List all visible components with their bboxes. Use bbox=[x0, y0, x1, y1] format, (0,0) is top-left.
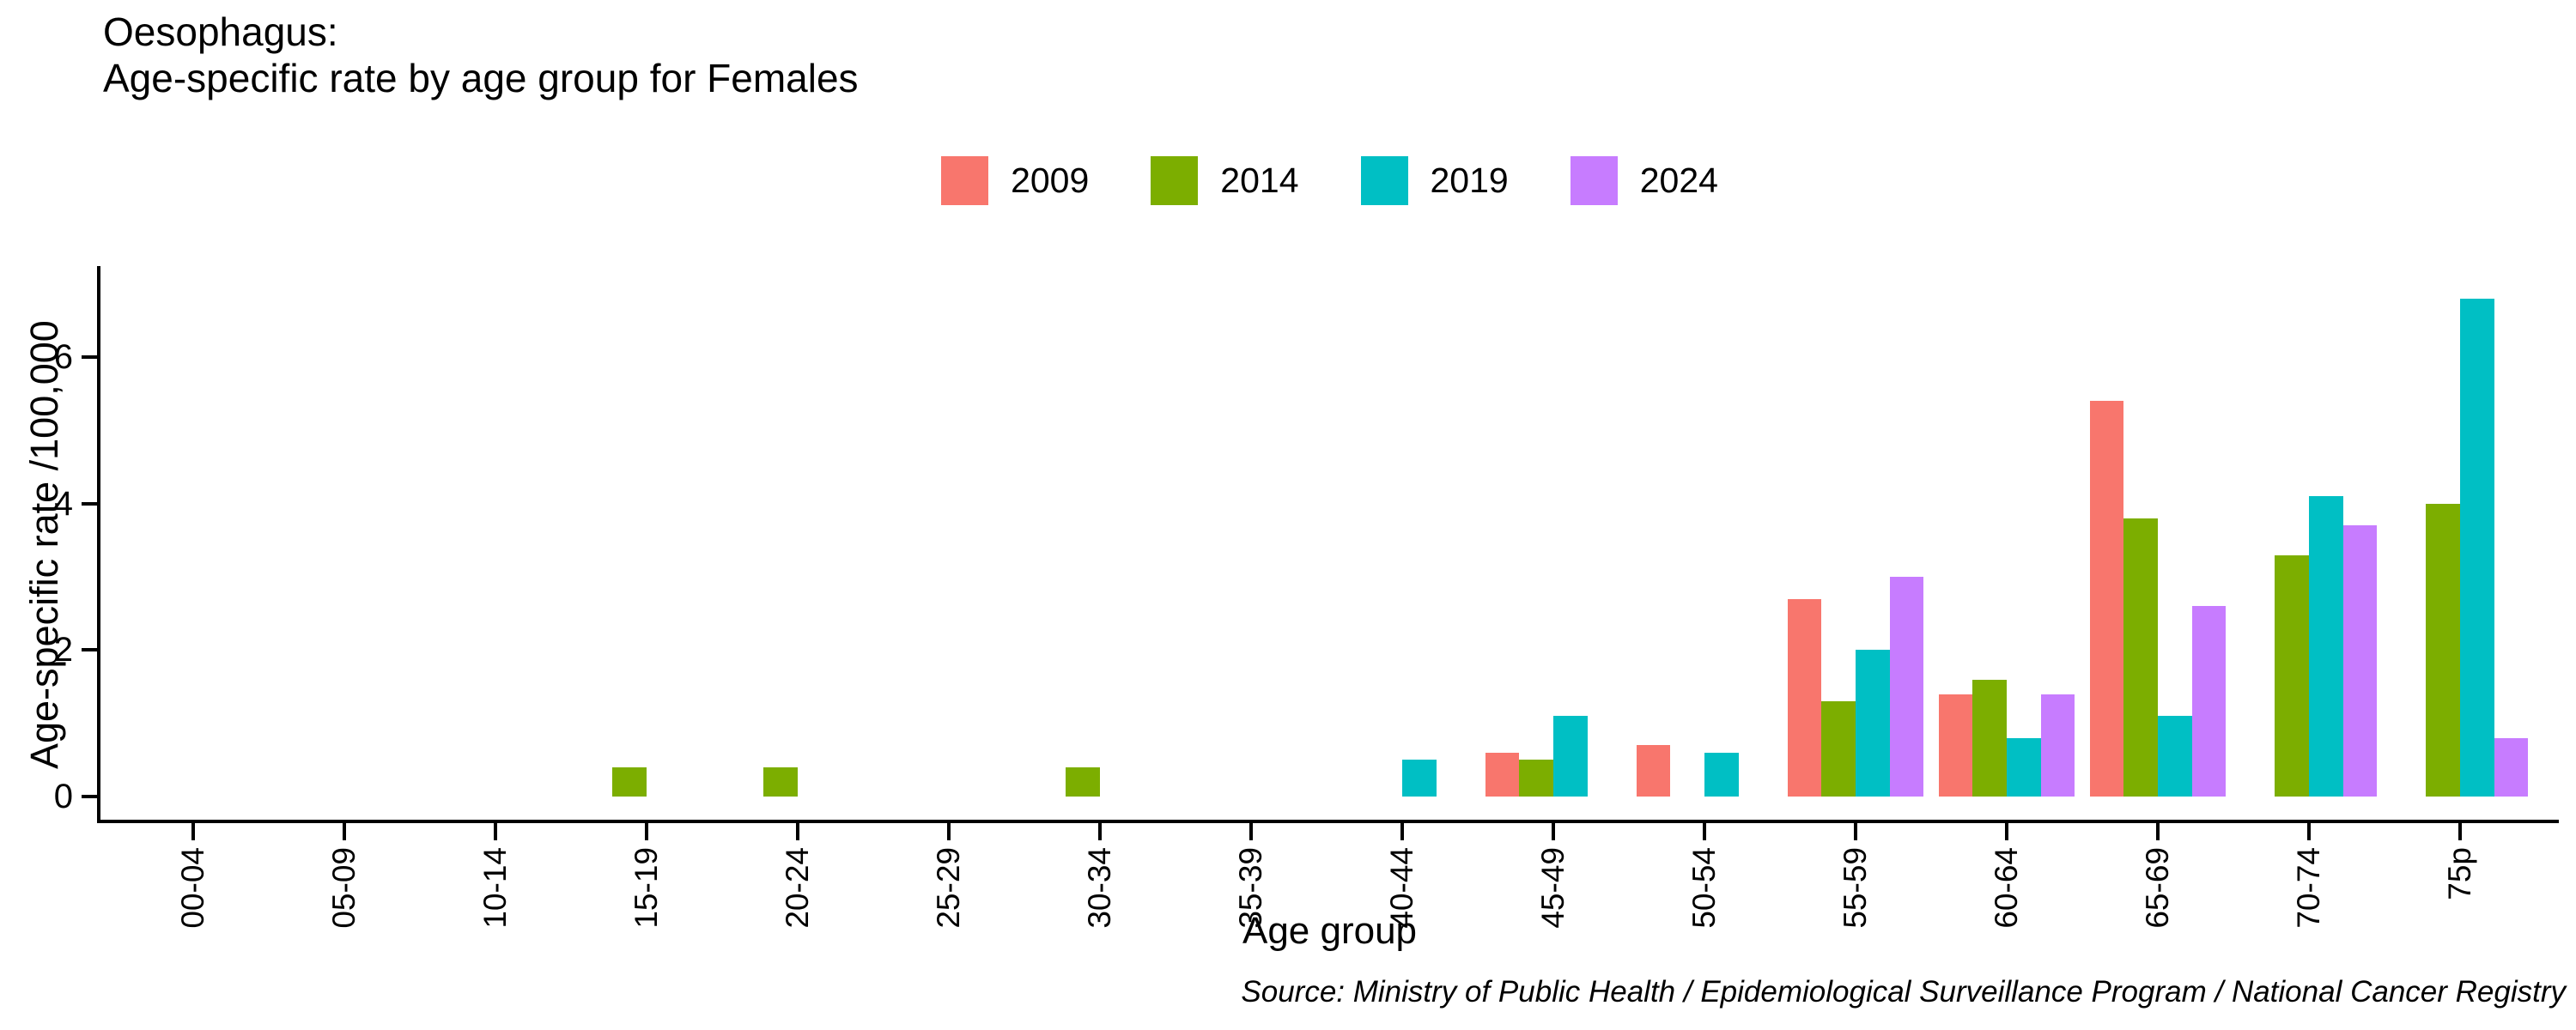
bar-2009-50-54 bbox=[1636, 745, 1671, 797]
x-tick bbox=[1854, 823, 1857, 840]
legend-label-2024: 2024 bbox=[1639, 161, 1718, 200]
bar-2024-60-64 bbox=[2040, 694, 2075, 797]
x-tick bbox=[1703, 823, 1706, 840]
legend-label-2009: 2009 bbox=[1011, 161, 1090, 200]
source-note: Source: Ministry of Public Health / Epid… bbox=[1241, 975, 2566, 1009]
chart-title: Oesophagus: Age-specific rate by age gro… bbox=[103, 9, 859, 101]
y-tick-label: 2 bbox=[53, 631, 73, 670]
bar-2009-60-64 bbox=[1938, 694, 1973, 797]
bar-2019-60-64 bbox=[2007, 737, 2041, 797]
bar-2019-45-49 bbox=[1553, 716, 1588, 797]
x-tick bbox=[1098, 823, 1102, 840]
x-tick bbox=[947, 823, 951, 840]
x-tick bbox=[796, 823, 799, 840]
y-tick bbox=[82, 501, 97, 506]
bar-2014-30-34 bbox=[1066, 766, 1100, 797]
y-tick-label: 6 bbox=[53, 338, 73, 377]
legend-item-2024: 2024 bbox=[1570, 156, 1718, 205]
legend-label-2014: 2014 bbox=[1220, 161, 1299, 200]
legend-swatch-2024 bbox=[1570, 156, 1618, 205]
legend-label-2019: 2019 bbox=[1430, 161, 1509, 200]
x-tick bbox=[343, 823, 346, 840]
bar-2024-70-74 bbox=[2342, 525, 2378, 797]
x-tick bbox=[2156, 823, 2160, 840]
bar-2014-55-59 bbox=[1821, 701, 1856, 797]
y-tick bbox=[82, 648, 97, 652]
bar-2014-75p bbox=[2426, 503, 2460, 797]
bar-2019-50-54 bbox=[1704, 752, 1739, 797]
bar-2019-75p bbox=[2460, 298, 2494, 797]
bar-2024-55-59 bbox=[1889, 577, 1924, 797]
x-tick bbox=[2458, 823, 2462, 840]
y-tick bbox=[82, 355, 97, 360]
x-tick bbox=[2307, 823, 2311, 840]
legend-swatch-2009 bbox=[941, 156, 989, 205]
bar-2019-55-59 bbox=[1856, 650, 1890, 797]
legend-item-2019: 2019 bbox=[1360, 156, 1509, 205]
bar-2009-45-49 bbox=[1485, 752, 1520, 797]
bar-2009-55-59 bbox=[1787, 598, 1822, 797]
legend: 2009 2014 2019 2024 bbox=[100, 156, 2559, 205]
bar-2014-65-69 bbox=[2123, 518, 2158, 797]
bar-2014-45-49 bbox=[1519, 760, 1553, 797]
chart-title-line2: Age-specific rate by age group for Femal… bbox=[103, 56, 859, 100]
bar-2019-70-74 bbox=[2309, 496, 2343, 797]
bar-2014-20-24 bbox=[763, 766, 798, 797]
x-tick bbox=[191, 823, 195, 840]
x-tick bbox=[2005, 823, 2008, 840]
x-tick bbox=[1249, 823, 1253, 840]
x-tick bbox=[1552, 823, 1555, 840]
bar-2014-60-64 bbox=[1972, 679, 2007, 797]
legend-item-2009: 2009 bbox=[941, 156, 1089, 205]
y-tick bbox=[82, 795, 97, 798]
bar-2024-65-69 bbox=[2191, 606, 2227, 797]
bar-2019-40-44 bbox=[1402, 760, 1437, 797]
x-axis-line bbox=[97, 820, 2559, 823]
y-axis-line bbox=[97, 266, 100, 823]
x-tick-label: 75p bbox=[2442, 847, 2477, 900]
legend-item-2014: 2014 bbox=[1151, 156, 1299, 205]
bar-2014-70-74 bbox=[2275, 554, 2309, 797]
x-tick bbox=[1400, 823, 1404, 840]
legend-swatch-2019 bbox=[1360, 156, 1408, 205]
bar-2024-75p bbox=[2494, 737, 2529, 797]
bar-2014-15-19 bbox=[612, 766, 647, 797]
legend-swatch-2014 bbox=[1151, 156, 1199, 205]
chart-title-line1: Oesophagus: bbox=[103, 9, 338, 54]
x-axis-title: Age group bbox=[1242, 910, 1418, 952]
y-tick-label: 0 bbox=[53, 778, 73, 815]
bar-2009-65-69 bbox=[2089, 401, 2124, 797]
x-tick bbox=[494, 823, 497, 840]
bar-2019-65-69 bbox=[2158, 716, 2192, 797]
x-tick bbox=[645, 823, 648, 840]
y-tick-label: 4 bbox=[53, 484, 73, 523]
